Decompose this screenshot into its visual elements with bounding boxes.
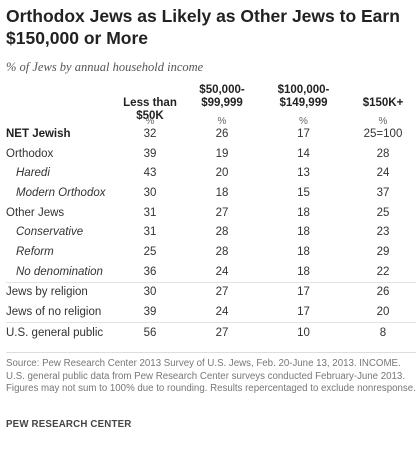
table-row: No denomination 36 24 18 22 <box>6 261 416 283</box>
brand-label: PEW RESEARCH CENTER <box>6 419 132 430</box>
cell-value: 23 <box>376 226 390 239</box>
cell-value: 17 <box>257 302 350 323</box>
cell-value: 28 <box>376 147 390 160</box>
cell-value: 36 <box>113 261 187 283</box>
footer-divider <box>6 352 416 353</box>
cell-value: 10 <box>297 326 310 339</box>
table-row: Modern Orthodox 30 18 15 37 <box>6 183 416 203</box>
row-label: Jews by religion <box>6 286 88 299</box>
cell-value: 26 <box>376 286 390 299</box>
cell-value: 20 <box>215 167 229 180</box>
cell-value: 39 <box>113 302 187 323</box>
row-label: Jews of no religion <box>6 302 113 323</box>
table-row: Jews of no religion 39 24 17 20 <box>6 302 416 323</box>
table-row: Orthodox 39 19 14 28 <box>6 144 416 164</box>
cell-value: 27 <box>215 326 229 339</box>
cell-value: 30 <box>143 186 157 199</box>
unit-label: % <box>299 116 308 127</box>
unit-label: % <box>217 116 227 127</box>
source-note: Source: Pew Research Center 2013 Survey … <box>6 358 416 394</box>
cell-value: 18 <box>257 261 350 283</box>
cell-value: 24 <box>187 261 257 283</box>
row-label: NET Jewish <box>6 127 71 140</box>
cell-value: 43 <box>143 167 157 180</box>
row-label: Modern Orthodox <box>16 186 106 199</box>
cell-value: 18 <box>297 245 310 258</box>
cell-value: 31 <box>143 206 157 219</box>
cell-value: 32 <box>143 127 157 140</box>
cell-value: 27 <box>215 206 229 219</box>
cell-value: 39 <box>143 147 157 160</box>
income-table: NET Jewish 32 26 17 25=100 Orthodox 39 19 14 28 Ha… <box>6 124 416 343</box>
cell-value: 22 <box>350 261 416 283</box>
unit-label: % <box>378 116 388 127</box>
row-label: Other Jews <box>6 206 65 219</box>
cell-value: 19 <box>215 147 229 160</box>
cell-value: 29 <box>376 245 390 258</box>
cell-value: 17 <box>297 286 310 299</box>
cell-value: 25=100 <box>363 127 403 140</box>
table-row: Other Jews 31 27 18 25 <box>6 203 416 223</box>
cell-value: 18 <box>215 186 229 199</box>
cell-value: 26 <box>215 127 229 140</box>
table-row: Haredi 43 20 13 24 <box>6 163 416 183</box>
cell-value: 56 <box>143 326 157 339</box>
chart-title: Orthodox Jews as Likely as Other Jews to… <box>6 6 400 48</box>
cell-value: 28 <box>215 245 229 258</box>
column-header: Less than $50K <box>123 97 177 122</box>
cell-value: 24 <box>376 167 390 180</box>
column-header: $50,000- $99,999 <box>199 84 245 109</box>
cell-value: 27 <box>215 286 229 299</box>
cell-value: 14 <box>297 147 310 160</box>
cell-value: 20 <box>350 302 416 323</box>
row-label: Haredi <box>16 167 50 180</box>
row-label: U.S. general public <box>6 326 104 339</box>
cell-value: 17 <box>297 127 310 140</box>
cell-value: 37 <box>376 186 390 199</box>
table-row: U.S. general public 56 27 10 8 <box>6 322 416 342</box>
cell-value: 25 <box>376 206 390 219</box>
cell-value: 13 <box>297 167 310 180</box>
column-header: $150K+ <box>362 97 404 109</box>
table-row: NET Jewish 32 26 17 25=100 <box>6 124 416 144</box>
row-label: No denomination <box>6 261 113 283</box>
column-header: $100,000- $149,999 <box>277 84 330 109</box>
table-row: Jews by religion 30 27 17 26 <box>6 282 416 302</box>
table-row: Reform 25 28 18 29 <box>6 242 416 262</box>
cell-value: 28 <box>215 226 229 239</box>
cell-value: 18 <box>297 226 310 239</box>
table-row: Conservative 31 28 18 23 <box>6 222 416 242</box>
cell-value: 31 <box>143 226 157 239</box>
cell-value: 30 <box>143 286 157 299</box>
cell-value: 15 <box>297 186 310 199</box>
cell-value: 25 <box>143 245 157 258</box>
cell-value: 24 <box>187 302 257 323</box>
row-label: Orthodox <box>6 147 54 160</box>
row-label: Reform <box>16 245 54 258</box>
chart-subtitle: % of Jews by annual household income <box>6 60 204 74</box>
cell-value: 8 <box>379 326 387 339</box>
cell-value: 18 <box>297 206 310 219</box>
unit-label: % <box>145 116 155 127</box>
row-label: Conservative <box>16 226 84 239</box>
